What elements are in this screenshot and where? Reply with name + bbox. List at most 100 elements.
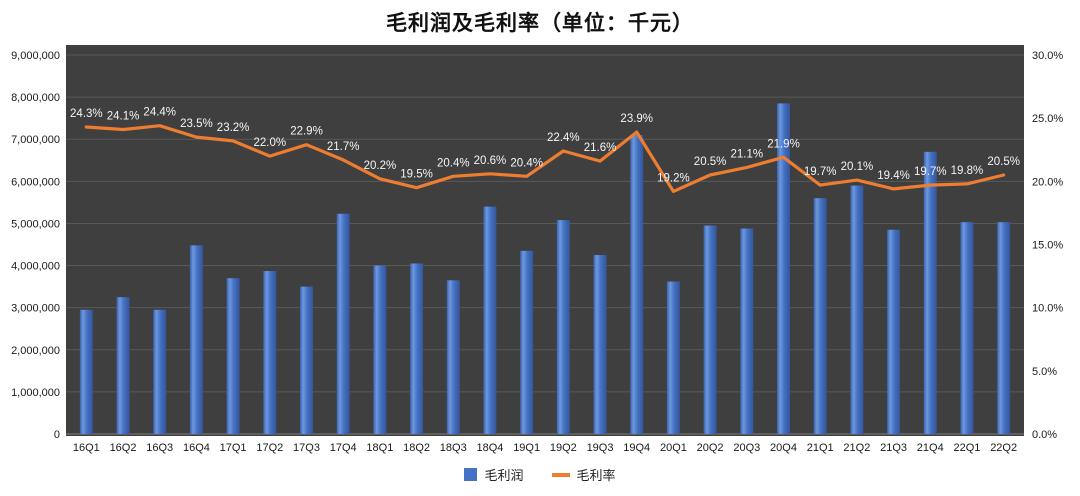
right-axis-tick-label: 25.0% <box>1032 113 1063 125</box>
line-data-label: 20.1% <box>841 161 874 173</box>
left-axis-tick-label: 6,000,000 <box>11 176 60 188</box>
legend: 毛利润 毛利率 <box>0 465 1080 484</box>
line-data-label: 22.4% <box>547 132 580 144</box>
line-data-label: 23.5% <box>180 118 213 130</box>
bar-16Q3 <box>153 309 167 434</box>
x-axis-label: 20Q3 <box>733 442 760 454</box>
x-axis-label: 22Q1 <box>954 442 981 454</box>
x-axis-label: 18Q2 <box>403 442 430 454</box>
bar-20Q2 <box>703 225 717 434</box>
right-axis-tick-label: 20.0% <box>1032 176 1063 188</box>
line-data-label: 24.4% <box>143 107 176 119</box>
line-data-label: 19.8% <box>951 165 984 177</box>
bar-21Q4 <box>923 151 937 434</box>
bar-20Q4 <box>777 103 790 434</box>
x-axis-label: 21Q1 <box>807 442 834 454</box>
x-axis-label: 16Q3 <box>146 442 173 454</box>
line-data-label: 20.5% <box>987 156 1020 168</box>
bar-19Q2 <box>556 220 570 434</box>
line-data-label: 19.7% <box>804 166 837 178</box>
bar-17Q4 <box>336 213 350 434</box>
left-axis-tick-label: 5,000,000 <box>11 218 60 230</box>
bar-18Q1 <box>373 265 387 434</box>
x-axis-label: 20Q4 <box>770 442 797 454</box>
x-axis-label: 19Q1 <box>513 442 540 454</box>
x-axis-label: 17Q1 <box>220 442 247 454</box>
line-data-label: 20.6% <box>474 155 507 167</box>
bar-18Q4 <box>483 206 497 434</box>
right-axis-tick-label: 10.0% <box>1032 303 1063 315</box>
x-axis-label: 19Q4 <box>623 442 650 454</box>
bar-21Q1 <box>813 198 827 434</box>
x-axis-label: 19Q3 <box>587 442 614 454</box>
right-axis-tick-label: 0.0% <box>1032 429 1057 441</box>
line-data-label: 19.7% <box>914 166 947 178</box>
left-axis-tick-label: 8,000,000 <box>11 92 60 104</box>
left-axis-tick-label: 1,000,000 <box>11 387 60 399</box>
line-data-label: 20.4% <box>437 157 470 169</box>
bar-22Q2 <box>997 222 1011 434</box>
line-data-label: 24.1% <box>107 111 140 123</box>
chart-title: 毛利润及毛利率（单位：千元） <box>386 12 694 35</box>
line-data-label: 24.3% <box>70 108 103 120</box>
plot-background <box>66 45 1024 436</box>
line-data-label: 22.0% <box>254 137 287 149</box>
bar-21Q2 <box>850 185 864 434</box>
line-data-label: 23.9% <box>620 113 653 125</box>
x-axis-label: 16Q1 <box>73 442 100 454</box>
x-axis-label: 16Q4 <box>183 442 210 454</box>
line-data-label: 22.9% <box>290 126 323 138</box>
legend-label-gross-profit: 毛利润 <box>484 468 524 483</box>
line-series-swatch-icon <box>551 472 570 477</box>
legend-item-gross-profit: 毛利润 <box>464 465 524 484</box>
x-axis-label: 21Q3 <box>880 442 907 454</box>
bar-21Q3 <box>887 229 901 434</box>
line-data-label: 19.5% <box>400 169 433 181</box>
bar-17Q2 <box>263 271 277 434</box>
bar-18Q3 <box>446 280 460 434</box>
bar-16Q4 <box>189 245 203 434</box>
line-data-label: 21.1% <box>731 148 764 160</box>
line-data-label: 21.7% <box>327 141 360 153</box>
line-data-label: 20.4% <box>510 157 543 169</box>
x-axis-label: 22Q2 <box>990 442 1017 454</box>
bar-19Q3 <box>593 255 607 434</box>
left-axis-tick-label: 0 <box>54 429 60 441</box>
gross-margin-line <box>84 124 1006 193</box>
x-axis-label: 21Q2 <box>843 442 870 454</box>
bar-22Q1 <box>960 222 974 434</box>
bar-19Q1 <box>520 250 534 434</box>
x-axis-label: 20Q1 <box>660 442 687 454</box>
right-axis-tick-label: 30.0% <box>1032 50 1063 62</box>
line-data-label: 23.2% <box>217 122 250 134</box>
x-axis-label: 16Q2 <box>110 442 137 454</box>
line-data-label: 20.5% <box>694 156 727 168</box>
bar-20Q3 <box>740 228 754 434</box>
x-axis-label: 20Q2 <box>697 442 724 454</box>
x-axis-label: 17Q3 <box>293 442 320 454</box>
line-data-label: 20.2% <box>364 160 397 172</box>
left-axis-tick-label: 9,000,000 <box>11 50 60 62</box>
bar-19Q4 <box>630 135 644 434</box>
left-axis-tick-label: 3,000,000 <box>11 303 60 315</box>
left-axis-tick-label: 4,000,000 <box>11 261 60 273</box>
bar-20Q1 <box>666 281 680 434</box>
left-axis-tick-label: 2,000,000 <box>11 345 60 357</box>
line-data-label: 21.6% <box>584 142 617 154</box>
bar-17Q1 <box>226 278 240 434</box>
bar-16Q2 <box>116 297 130 434</box>
right-axis-tick-label: 15.0% <box>1032 240 1063 252</box>
bar-series-swatch-icon <box>464 468 478 481</box>
x-axis-label: 18Q4 <box>477 442 504 454</box>
line-data-label: 21.9% <box>767 138 800 150</box>
x-axis-label: 17Q4 <box>330 442 357 454</box>
left-axis-tick-label: 7,000,000 <box>11 134 60 146</box>
bar-16Q1 <box>79 309 93 434</box>
x-axis-label: 18Q1 <box>366 442 393 454</box>
line-data-label: 19.4% <box>877 170 910 182</box>
bar-18Q2 <box>410 263 424 434</box>
x-axis-label: 17Q2 <box>256 442 283 454</box>
line-data-label: 19.2% <box>657 172 690 184</box>
